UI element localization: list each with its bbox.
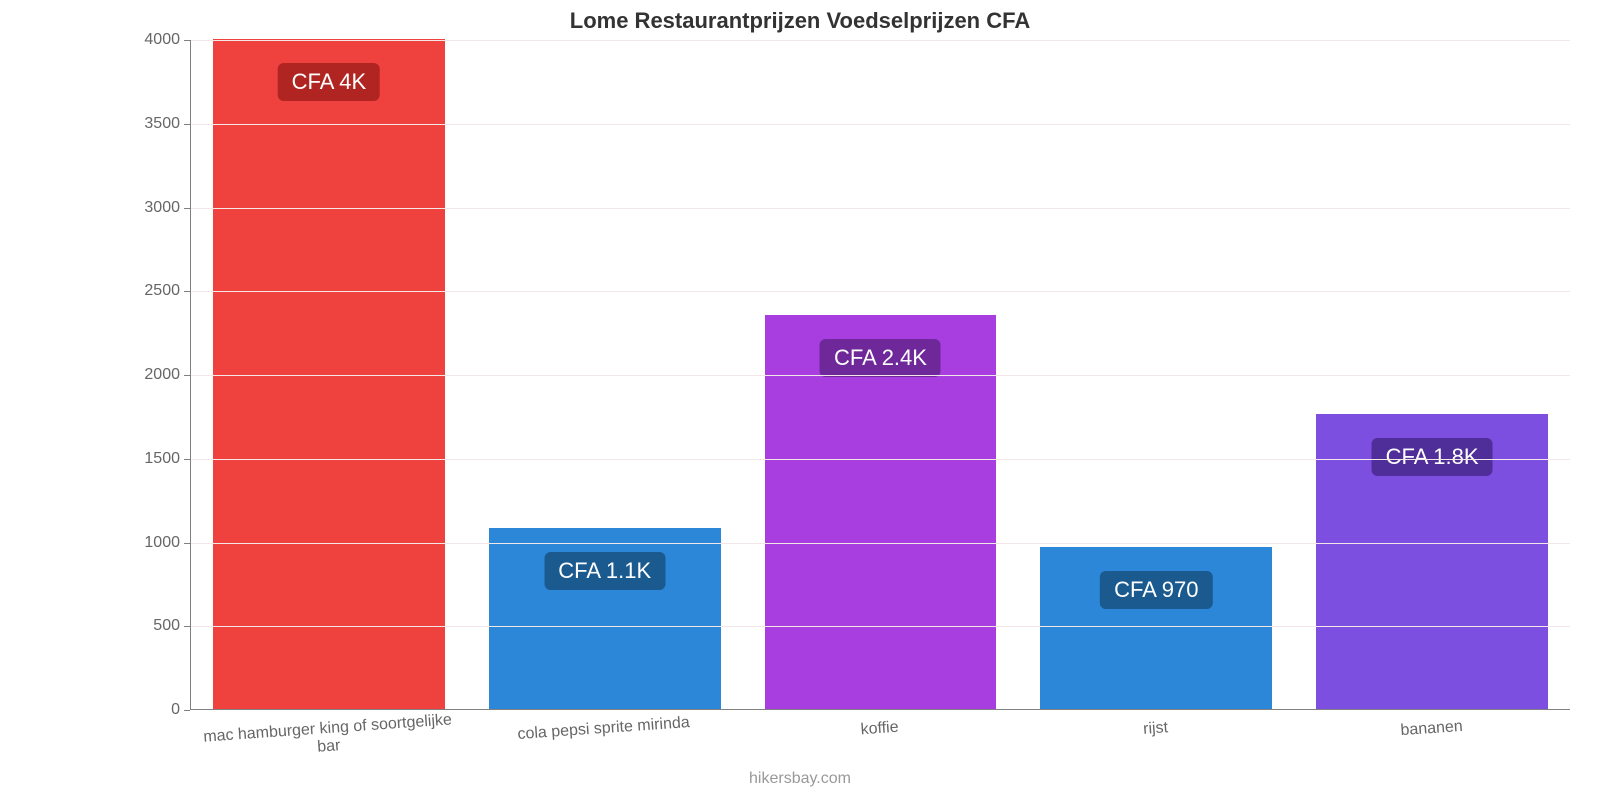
bar-value-label: CFA 1.1K <box>544 552 665 590</box>
bar-value-label: CFA 4K <box>278 63 381 101</box>
grid-line <box>191 124 1570 125</box>
y-tick-mark <box>184 291 190 292</box>
chart-title: Lome Restaurantprijzen Voedselprijzen CF… <box>0 8 1600 34</box>
y-tick-label: 2000 <box>130 366 180 384</box>
y-tick-label: 2500 <box>130 282 180 300</box>
x-tick-label: bananen <box>1293 702 1571 765</box>
y-tick-mark <box>184 710 190 711</box>
y-tick-label: 1500 <box>130 450 180 468</box>
x-tick-label: mac hamburger king of soortgelijke bar <box>189 702 467 765</box>
grid-line <box>191 291 1570 292</box>
y-tick-mark <box>184 459 190 460</box>
y-tick-mark <box>184 626 190 627</box>
y-tick-mark <box>184 40 190 41</box>
x-tick-label: cola pepsi sprite mirinda <box>465 702 743 765</box>
credit-text: hikersbay.com <box>0 770 1600 788</box>
grid-line <box>191 626 1570 627</box>
bar: CFA 4K <box>213 39 445 709</box>
bar: CFA 970 <box>1040 547 1272 709</box>
x-axis-labels: mac hamburger king of soortgelijke barco… <box>190 712 1570 756</box>
plot-area: CFA 4K CFA 1.1K CFA 2.4K CFA 970 CFA 1.8K <box>190 40 1570 710</box>
grid-line <box>191 208 1570 209</box>
y-tick-label: 4000 <box>130 31 180 49</box>
chart-container: Lome Restaurantprijzen Voedselprijzen CF… <box>0 0 1600 800</box>
y-tick-mark <box>184 375 190 376</box>
bar-value-label: CFA 970 <box>1100 571 1212 609</box>
bar-value-label: CFA 2.4K <box>820 339 941 377</box>
y-tick-label: 3500 <box>130 115 180 133</box>
grid-line <box>191 459 1570 460</box>
y-tick-label: 0 <box>130 701 180 719</box>
x-tick-label: rijst <box>1017 702 1295 765</box>
y-tick-label: 500 <box>130 617 180 635</box>
grid-line <box>191 40 1570 41</box>
bar-value-label: CFA 1.8K <box>1372 438 1493 476</box>
x-tick-label: koffie <box>741 702 1019 765</box>
y-tick-mark <box>184 543 190 544</box>
y-tick-label: 3000 <box>130 199 180 217</box>
y-tick-mark <box>184 124 190 125</box>
grid-line <box>191 543 1570 544</box>
grid-line <box>191 375 1570 376</box>
bar: CFA 1.1K <box>489 528 721 709</box>
y-tick-label: 1000 <box>130 534 180 552</box>
y-tick-mark <box>184 208 190 209</box>
